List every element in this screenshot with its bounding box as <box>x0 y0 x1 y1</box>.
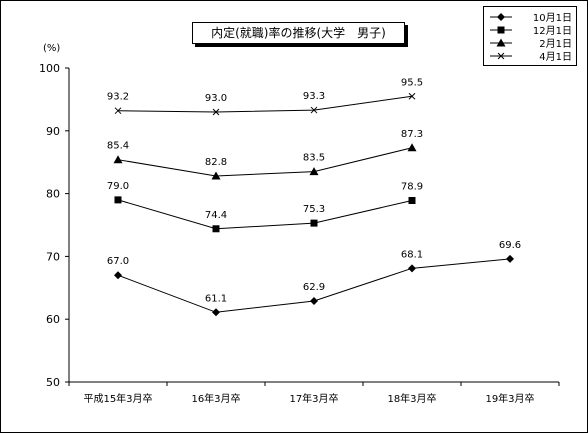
data-label: 79.0 <box>107 181 129 192</box>
legend-label: 12月1日 <box>533 25 572 37</box>
data-label: 61.1 <box>205 293 227 304</box>
legend-marker <box>496 38 506 47</box>
data-label: 93.3 <box>303 91 325 102</box>
series-line <box>117 199 413 230</box>
legend-marker <box>497 52 505 60</box>
data-point <box>408 197 416 205</box>
y-tick-label: 80 <box>46 188 60 201</box>
data-label: 82.8 <box>205 157 227 168</box>
data-label: 85.4 <box>107 141 129 152</box>
data-label: 67.0 <box>107 256 129 267</box>
y-tick-label: 70 <box>46 250 60 263</box>
data-label: 75.3 <box>303 204 325 215</box>
data-label: 74.4 <box>205 210 227 221</box>
data-label: 83.5 <box>303 153 325 164</box>
data-label: 87.3 <box>401 129 423 140</box>
data-point <box>114 271 122 280</box>
x-tick-label: 平成15年3月卒 <box>83 392 152 405</box>
data-point <box>310 219 318 227</box>
legend-label: 2月1日 <box>539 38 572 50</box>
data-label: 95.5 <box>401 77 423 88</box>
legend: 10月1日 12月1日 2月1日 4月1日 <box>483 6 577 66</box>
data-point <box>212 108 220 116</box>
chart-title: 内定(就職)率の推移(大学 男子) <box>192 22 405 44</box>
series-line <box>117 95 413 113</box>
data-point <box>408 264 416 273</box>
x-tick-label: 16年3月卒 <box>191 392 240 405</box>
y-tick-label: 60 <box>46 313 60 326</box>
legend-marker <box>497 13 505 21</box>
legend-label: 10月1日 <box>533 12 572 24</box>
data-point <box>212 308 220 317</box>
data-point <box>309 167 319 176</box>
x-tick-label: 18年3月卒 <box>387 392 436 405</box>
data-point <box>408 92 416 100</box>
data-point <box>211 171 221 180</box>
y-tick-label: 100 <box>39 62 60 75</box>
y-tick-label: 90 <box>46 125 60 138</box>
data-label: 78.9 <box>401 182 423 193</box>
data-point <box>114 196 122 204</box>
series-line <box>117 147 413 177</box>
data-point <box>212 225 220 233</box>
data-point <box>407 143 417 152</box>
data-label: 62.9 <box>303 282 325 293</box>
data-label: 68.1 <box>401 249 423 260</box>
x-tick-label: 19年3月卒 <box>485 392 534 405</box>
x-tick-label: 17年3月卒 <box>289 392 338 405</box>
data-point <box>113 155 123 164</box>
data-label: 93.2 <box>107 92 129 103</box>
data-point <box>310 106 318 114</box>
legend-label: 4月1日 <box>539 51 572 63</box>
data-point <box>114 107 122 115</box>
y-tick-label: 50 <box>46 376 60 389</box>
y-unit-label: (%) <box>43 43 61 54</box>
legend-marker <box>497 26 505 34</box>
data-label: 93.0 <box>205 93 227 104</box>
data-label: 69.6 <box>499 240 521 251</box>
data-point <box>310 296 318 305</box>
data-point <box>506 254 514 263</box>
